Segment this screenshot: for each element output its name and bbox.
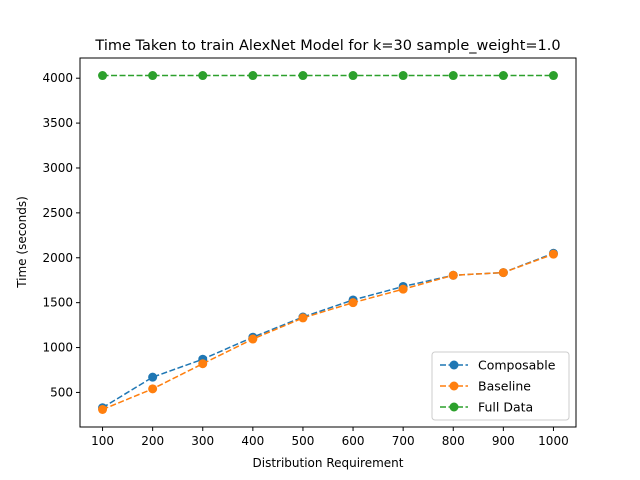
y-axis-label: Time (seconds) — [15, 196, 29, 289]
data-point-baseline — [298, 313, 308, 323]
data-point-full-data — [298, 71, 308, 81]
legend-box — [431, 351, 570, 421]
data-point-full-data — [148, 71, 158, 81]
data-point-baseline — [98, 404, 108, 414]
legend-label-composable: Composable — [478, 358, 556, 373]
data-point-full-data — [398, 71, 408, 81]
data-point-baseline — [348, 298, 358, 308]
y-tick-label: 1000 — [42, 341, 73, 355]
x-tick-label: 400 — [241, 434, 264, 448]
legend-marker-composable — [449, 360, 459, 370]
y-tick-label: 3000 — [42, 161, 73, 175]
plot-area — [98, 71, 558, 414]
data-point-full-data — [498, 71, 508, 81]
data-point-baseline — [448, 270, 458, 280]
chart-title: Time Taken to train AlexNet Model for k=… — [94, 38, 560, 54]
legend-marker-baseline — [449, 381, 459, 391]
data-point-baseline — [398, 284, 408, 294]
data-point-baseline — [148, 384, 158, 394]
x-tick-label: 300 — [191, 434, 214, 448]
data-point-baseline — [198, 359, 208, 369]
x-axis-label: Distribution Requirement — [253, 456, 404, 470]
y-tick-label: 2500 — [42, 206, 73, 220]
y-tick-label: 3500 — [42, 116, 73, 130]
y-tick-label: 2000 — [42, 251, 73, 265]
x-tick-label: 900 — [492, 434, 515, 448]
y-tick-label: 500 — [50, 385, 73, 399]
data-point-full-data — [348, 71, 358, 81]
data-point-composable — [148, 372, 158, 382]
x-tick-label: 500 — [291, 434, 314, 448]
x-tick-label: 800 — [442, 434, 465, 448]
y-tick-label: 4000 — [42, 71, 73, 85]
data-point-full-data — [198, 71, 208, 81]
y-axis: 500 1000 1500 2000 2500 3000 3500 4000 — [42, 71, 80, 399]
x-axis: 100 200 300 400 500 600 700 800 900 1000 — [91, 427, 569, 448]
x-tick-label: 700 — [392, 434, 415, 448]
x-tick-label: 1000 — [538, 434, 569, 448]
series-line-baseline — [102, 253, 554, 411]
legend-label-full-data: Full Data — [478, 400, 533, 415]
data-point-baseline — [548, 249, 558, 259]
y-tick-label: 1500 — [42, 296, 73, 310]
data-point-full-data — [248, 71, 258, 81]
data-point-baseline — [498, 268, 508, 278]
x-tick-label: 200 — [141, 434, 164, 448]
data-point-baseline — [248, 334, 258, 344]
axes-frame — [79, 57, 577, 428]
data-point-full-data — [548, 71, 558, 81]
legend-label-baseline: Baseline — [478, 379, 531, 394]
x-tick-label: 100 — [91, 434, 114, 448]
legend: Composable Baseline Full Data — [431, 351, 570, 421]
data-point-full-data — [448, 71, 458, 81]
legend-marker-full-data — [449, 402, 459, 412]
data-point-full-data — [98, 71, 108, 81]
x-tick-label: 600 — [342, 434, 365, 448]
